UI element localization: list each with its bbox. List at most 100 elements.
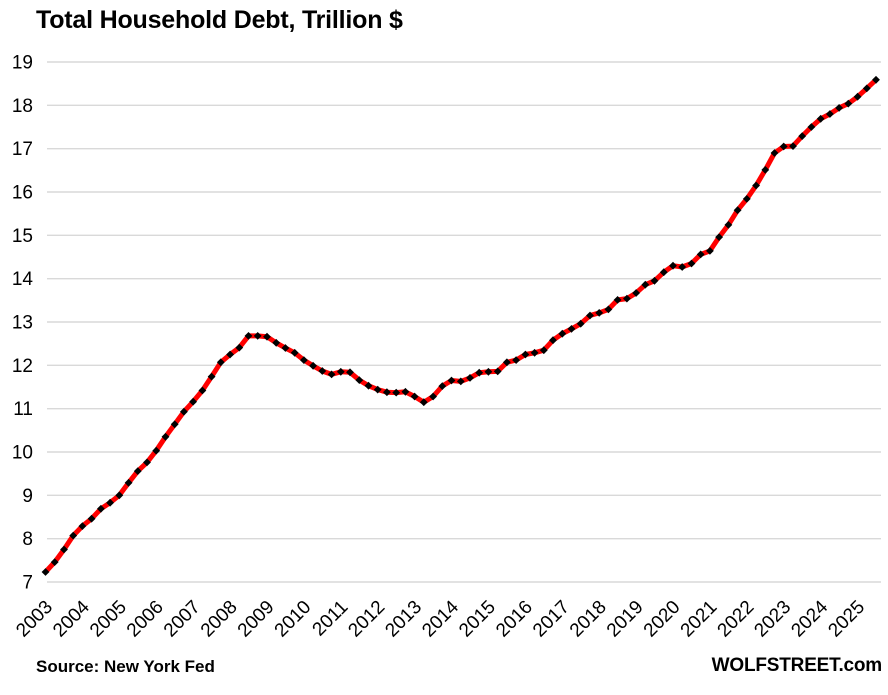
data-point-marker: [687, 259, 696, 268]
data-point-marker: [355, 376, 364, 384]
x-axis-tick-label: 2012: [344, 597, 389, 642]
data-point-marker: [300, 356, 308, 364]
y-axis-labels: 7 8 9 10 11 12 13 14 15 16 17 18 19: [12, 53, 34, 594]
data-point-marker: [503, 358, 511, 367]
x-axis-tick-label: 2008: [197, 597, 242, 642]
x-axis-tick-label: 2023: [750, 597, 795, 642]
data-point-markers: [41, 75, 880, 576]
x-axis-tick-label: 2021: [677, 597, 722, 642]
x-axis-tick-label: 2004: [49, 596, 94, 641]
x-axis-tick-label: 2011: [309, 597, 353, 641]
x-axis-tick-label: 2005: [86, 597, 131, 642]
data-point-marker: [124, 478, 133, 487]
x-axis-tick-label: 2003: [12, 597, 57, 642]
data-point-marker: [493, 367, 502, 376]
data-point-marker: [50, 558, 59, 566]
y-axis-tick-label: 13: [12, 313, 33, 334]
x-axis-tick-label: 2025: [824, 597, 869, 642]
data-point-marker: [392, 388, 401, 397]
x-axis-tick-label: 2009: [234, 597, 279, 642]
data-point-marker: [586, 311, 594, 320]
y-axis-tick-label: 18: [12, 96, 33, 117]
x-axis-tick-label: 2007: [160, 597, 205, 642]
data-point-marker: [161, 432, 170, 441]
x-axis-tick-label: 2015: [455, 597, 500, 642]
y-axis-tick-label: 14: [12, 269, 34, 290]
data-point-marker: [263, 332, 271, 341]
x-axis-tick-label: 2017: [529, 597, 574, 642]
data-point-marker: [69, 531, 78, 540]
data-point-marker: [872, 75, 880, 84]
data-point-marker: [133, 467, 142, 475]
data-point-marker: [512, 356, 520, 364]
data-point-marker: [281, 344, 290, 352]
y-axis-tick-label: 17: [12, 139, 33, 160]
x-axis-tick-label: 2022: [714, 597, 759, 642]
y-axis-tick-label: 9: [22, 486, 33, 507]
data-point-marker: [807, 123, 816, 131]
x-axis-tick-label: 2024: [787, 596, 832, 641]
y-axis-tick-label: 15: [12, 226, 33, 247]
data-point-marker: [475, 368, 484, 377]
data-point-marker: [253, 332, 262, 340]
y-axis-tick-label: 8: [22, 529, 33, 550]
data-point-marker: [659, 268, 668, 277]
data-point-marker: [336, 367, 345, 376]
data-point-marker: [97, 504, 105, 513]
data-point-marker: [419, 398, 428, 407]
data-point-marker: [761, 166, 770, 174]
data-point-marker: [115, 491, 124, 500]
y-axis-tick-label: 11: [13, 399, 33, 420]
data-point-marker: [742, 195, 751, 203]
data-point-marker: [798, 132, 807, 140]
data-point-marker: [789, 142, 797, 150]
data-point-marker: [170, 420, 179, 429]
data-point-marker: [87, 514, 96, 523]
data-point-marker: [862, 84, 871, 93]
data-point-marker: [189, 397, 197, 406]
data-point-marker: [641, 280, 650, 289]
data-point-marker: [373, 385, 382, 394]
data-point-marker: [235, 343, 244, 352]
data-point-marker: [484, 367, 493, 376]
x-axis-labels: 2003200420052006200720082009201020112012…: [12, 596, 869, 641]
data-point-marker: [41, 568, 50, 576]
data-point-marker: [706, 247, 714, 255]
data-point-marker: [558, 329, 567, 338]
source-note: Source: New York Fed: [36, 657, 215, 676]
data-point-marker: [226, 350, 234, 359]
data-point-marker: [383, 388, 391, 397]
data-point-marker: [715, 233, 723, 241]
data-point-marker: [678, 263, 687, 271]
brand-label: WOLFSTREET.com: [711, 655, 883, 676]
data-point-marker: [60, 545, 68, 554]
data-point-marker: [835, 104, 843, 112]
data-point-marker: [198, 386, 207, 395]
data-point-marker: [595, 309, 604, 317]
x-axis-tick-label: 2019: [603, 597, 648, 642]
y-axis-tick-label: 19: [12, 53, 33, 74]
data-point-marker: [401, 387, 410, 396]
x-axis-tick-label: 2020: [640, 597, 685, 642]
data-point-marker: [180, 407, 188, 416]
data-point-marker: [623, 294, 631, 303]
data-point-marker: [752, 181, 760, 190]
data-point-marker: [309, 361, 317, 370]
data-point-marker: [826, 110, 834, 118]
data-point-marker: [106, 498, 114, 507]
data-point-marker: [216, 358, 225, 367]
x-axis-tick-label: 2018: [566, 597, 611, 642]
x-axis-tick-label: 2010: [271, 597, 316, 642]
data-point-marker: [438, 382, 447, 390]
y-axis-tick-label: 7: [22, 573, 33, 594]
data-point-marker: [290, 348, 299, 357]
data-point-marker: [549, 336, 557, 345]
data-point-marker: [272, 338, 281, 347]
data-point-marker: [733, 206, 742, 215]
data-point-marker: [530, 348, 539, 357]
y-axis-tick-label: 10: [12, 443, 33, 464]
data-point-marker: [429, 392, 437, 401]
data-point-marker: [770, 149, 779, 157]
